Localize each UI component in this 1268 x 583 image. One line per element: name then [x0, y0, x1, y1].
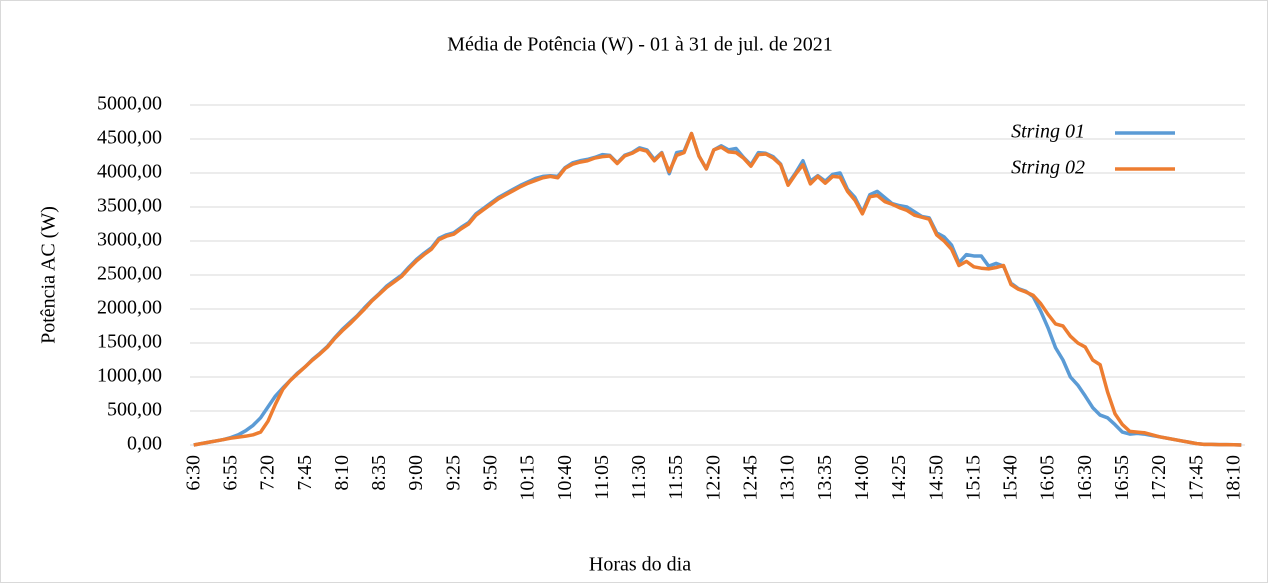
y-tick-label: 1000,00 — [97, 365, 162, 387]
x-tick-label: 10:40 — [554, 455, 576, 501]
x-tick-label: 16:30 — [1074, 455, 1096, 501]
x-tick-label: 12:20 — [702, 455, 724, 501]
x-tick-label: 7:20 — [257, 455, 279, 491]
y-tick-label: 5000,00 — [97, 93, 162, 115]
x-tick-label: 12:45 — [740, 455, 762, 501]
x-tick-label: 9:00 — [405, 455, 427, 491]
x-tick-label: 11:55 — [665, 455, 687, 500]
legend-label: String 01 — [1011, 121, 1085, 143]
chart-title: Média de Potência (W) - 01 à 31 de jul. … — [447, 34, 832, 56]
x-tick-label: 8:35 — [368, 455, 390, 491]
x-tick-label: 6:30 — [182, 455, 204, 491]
x-tick-label: 10:15 — [517, 455, 539, 501]
x-tick-label: 18:10 — [1222, 455, 1244, 501]
x-tick-label: 13:35 — [814, 455, 836, 501]
y-tick-label: 1500,00 — [97, 331, 162, 353]
x-tick-label: 16:55 — [1111, 455, 1133, 501]
x-axis-title: Horas do dia — [589, 554, 691, 576]
y-tick-label: 4000,00 — [97, 161, 162, 183]
x-tick-label: 8:10 — [331, 455, 353, 491]
x-tick-label: 11:05 — [591, 455, 613, 500]
x-tick-label: 14:00 — [851, 455, 873, 501]
x-tick-label: 17:20 — [1148, 455, 1170, 501]
x-tick-label: 11:30 — [628, 455, 650, 500]
y-tick-label: 2500,00 — [97, 263, 162, 285]
x-tick-label: 9:25 — [442, 455, 464, 491]
x-tick-label: 14:25 — [888, 455, 910, 501]
x-tick-label: 15:40 — [1000, 455, 1022, 501]
x-tick-label: 13:10 — [777, 455, 799, 501]
x-tick-label: 7:45 — [294, 455, 316, 491]
x-tick-label: 14:50 — [925, 455, 947, 501]
series-line — [193, 131, 1242, 447]
x-tick-label: 17:45 — [1185, 455, 1207, 501]
y-tick-label: 0,00 — [127, 433, 162, 455]
x-tick-label: 15:15 — [962, 455, 984, 501]
x-tick-label: 6:55 — [219, 455, 241, 491]
y-tick-label: 500,00 — [107, 399, 162, 421]
x-tick-label: 9:50 — [479, 455, 501, 491]
y-tick-label: 3000,00 — [97, 229, 162, 251]
legend-label: String 02 — [1011, 157, 1085, 179]
y-axis-title: Potência AC (W) — [38, 206, 60, 344]
y-tick-label: 3500,00 — [97, 195, 162, 217]
y-tick-label: 4500,00 — [97, 127, 162, 149]
y-tick-label: 2000,00 — [97, 297, 162, 319]
x-tick-label: 16:05 — [1037, 455, 1059, 501]
